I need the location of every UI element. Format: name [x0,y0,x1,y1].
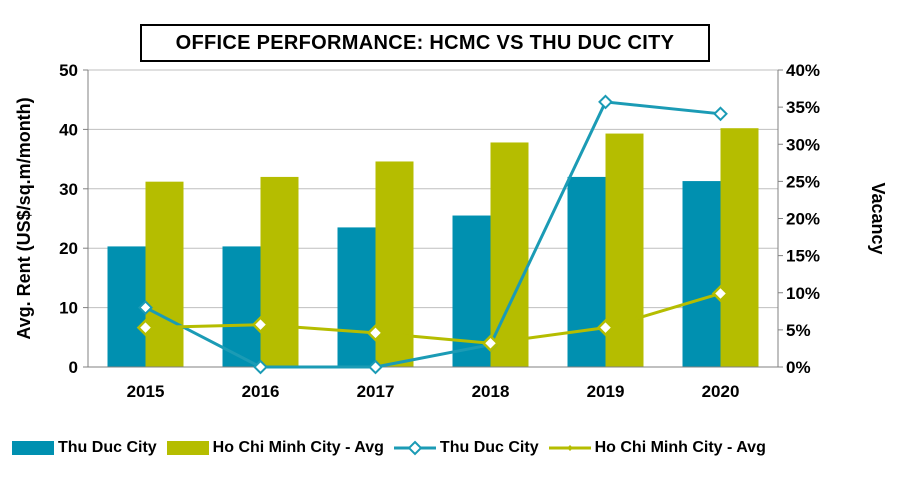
bar-thu-duc [682,181,721,367]
right-tick-label: 20% [786,210,820,229]
bar-hcmc [605,133,644,367]
left-tick-label: 10 [59,299,78,318]
right-tick-label: 15% [786,247,820,266]
x-tick-label: 2019 [587,382,625,401]
left-tick-label: 40 [59,120,78,139]
left-tick-label: 0 [69,358,78,377]
legend-item-hcmc-bar: Ho Chi Minh City - Avg [166,439,384,457]
point-hcmc [711,284,730,303]
point-thu-duc [138,300,153,316]
line-hcmc [145,292,721,345]
legend-marker-hcmc-line [548,445,591,451]
legend-label-thu-duc-bar: Thu Duc City [58,439,157,456]
right-tick-label: 30% [786,135,820,154]
bar-thu-duc [567,176,606,367]
point-hcmc [596,318,615,337]
right-tick-label: 35% [786,98,820,117]
legend-item-thu-duc-bar: Thu Duc City [12,439,157,457]
right-tick-label: 25% [786,172,820,191]
right-tick-label: 0% [786,358,811,377]
bar-hcmc [720,128,759,367]
x-tick-label: 2018 [472,382,510,401]
legend-swatch-hcmc-bar [166,441,209,455]
y-axis-title: Avg. Rent (US$/sq.m/month) [14,97,34,339]
point-thu-duc [713,106,728,122]
point-hcmc [366,324,385,342]
point-hcmc [251,315,270,334]
bar-hcmc [260,176,299,367]
legend-marker-thu-duc-line [393,440,436,456]
point-thu-duc [253,359,268,375]
legend: Thu Duc City Ho Chi Minh City - Avg Thu … [12,436,892,460]
legend-label-hcmc-bar: Ho Chi Minh City - Avg [212,439,384,456]
bar-thu-duc [337,227,376,367]
legend-item-hcmc-line: Ho Chi Minh City - Avg [548,439,766,457]
legend-swatch-thu-duc-bar [12,441,54,455]
point-thu-duc [598,94,613,110]
point-hcmc [481,334,500,353]
x-tick-label: 2020 [702,382,740,401]
left-tick-label: 30 [59,180,78,199]
chart-title: OFFICE PERFORMANCE: HCMC VS THU DUC CITY [140,24,710,62]
legend-item-thu-duc-line: Thu Duc City [393,439,539,457]
x-tick-label: 2016 [242,382,280,401]
x-tick-label: 2017 [357,382,395,401]
left-tick-label: 20 [59,239,78,258]
bar-hcmc [145,181,184,367]
right-tick-label: 10% [786,284,820,303]
bar-thu-duc [222,246,261,367]
right-tick-label: 40% [786,61,820,80]
point-thu-duc [368,359,383,375]
right-tick-label: 5% [786,321,811,340]
line-thu-duc [144,100,721,369]
legend-label-hcmc-line: Ho Chi Minh City - Avg [594,439,766,456]
left-tick-label: 50 [59,61,78,80]
legend-label-thu-duc-line: Thu Duc City [439,439,539,456]
x-tick-label: 2015 [127,382,165,401]
y2-axis-title: Vacancy [868,182,888,254]
point-hcmc [136,318,155,337]
